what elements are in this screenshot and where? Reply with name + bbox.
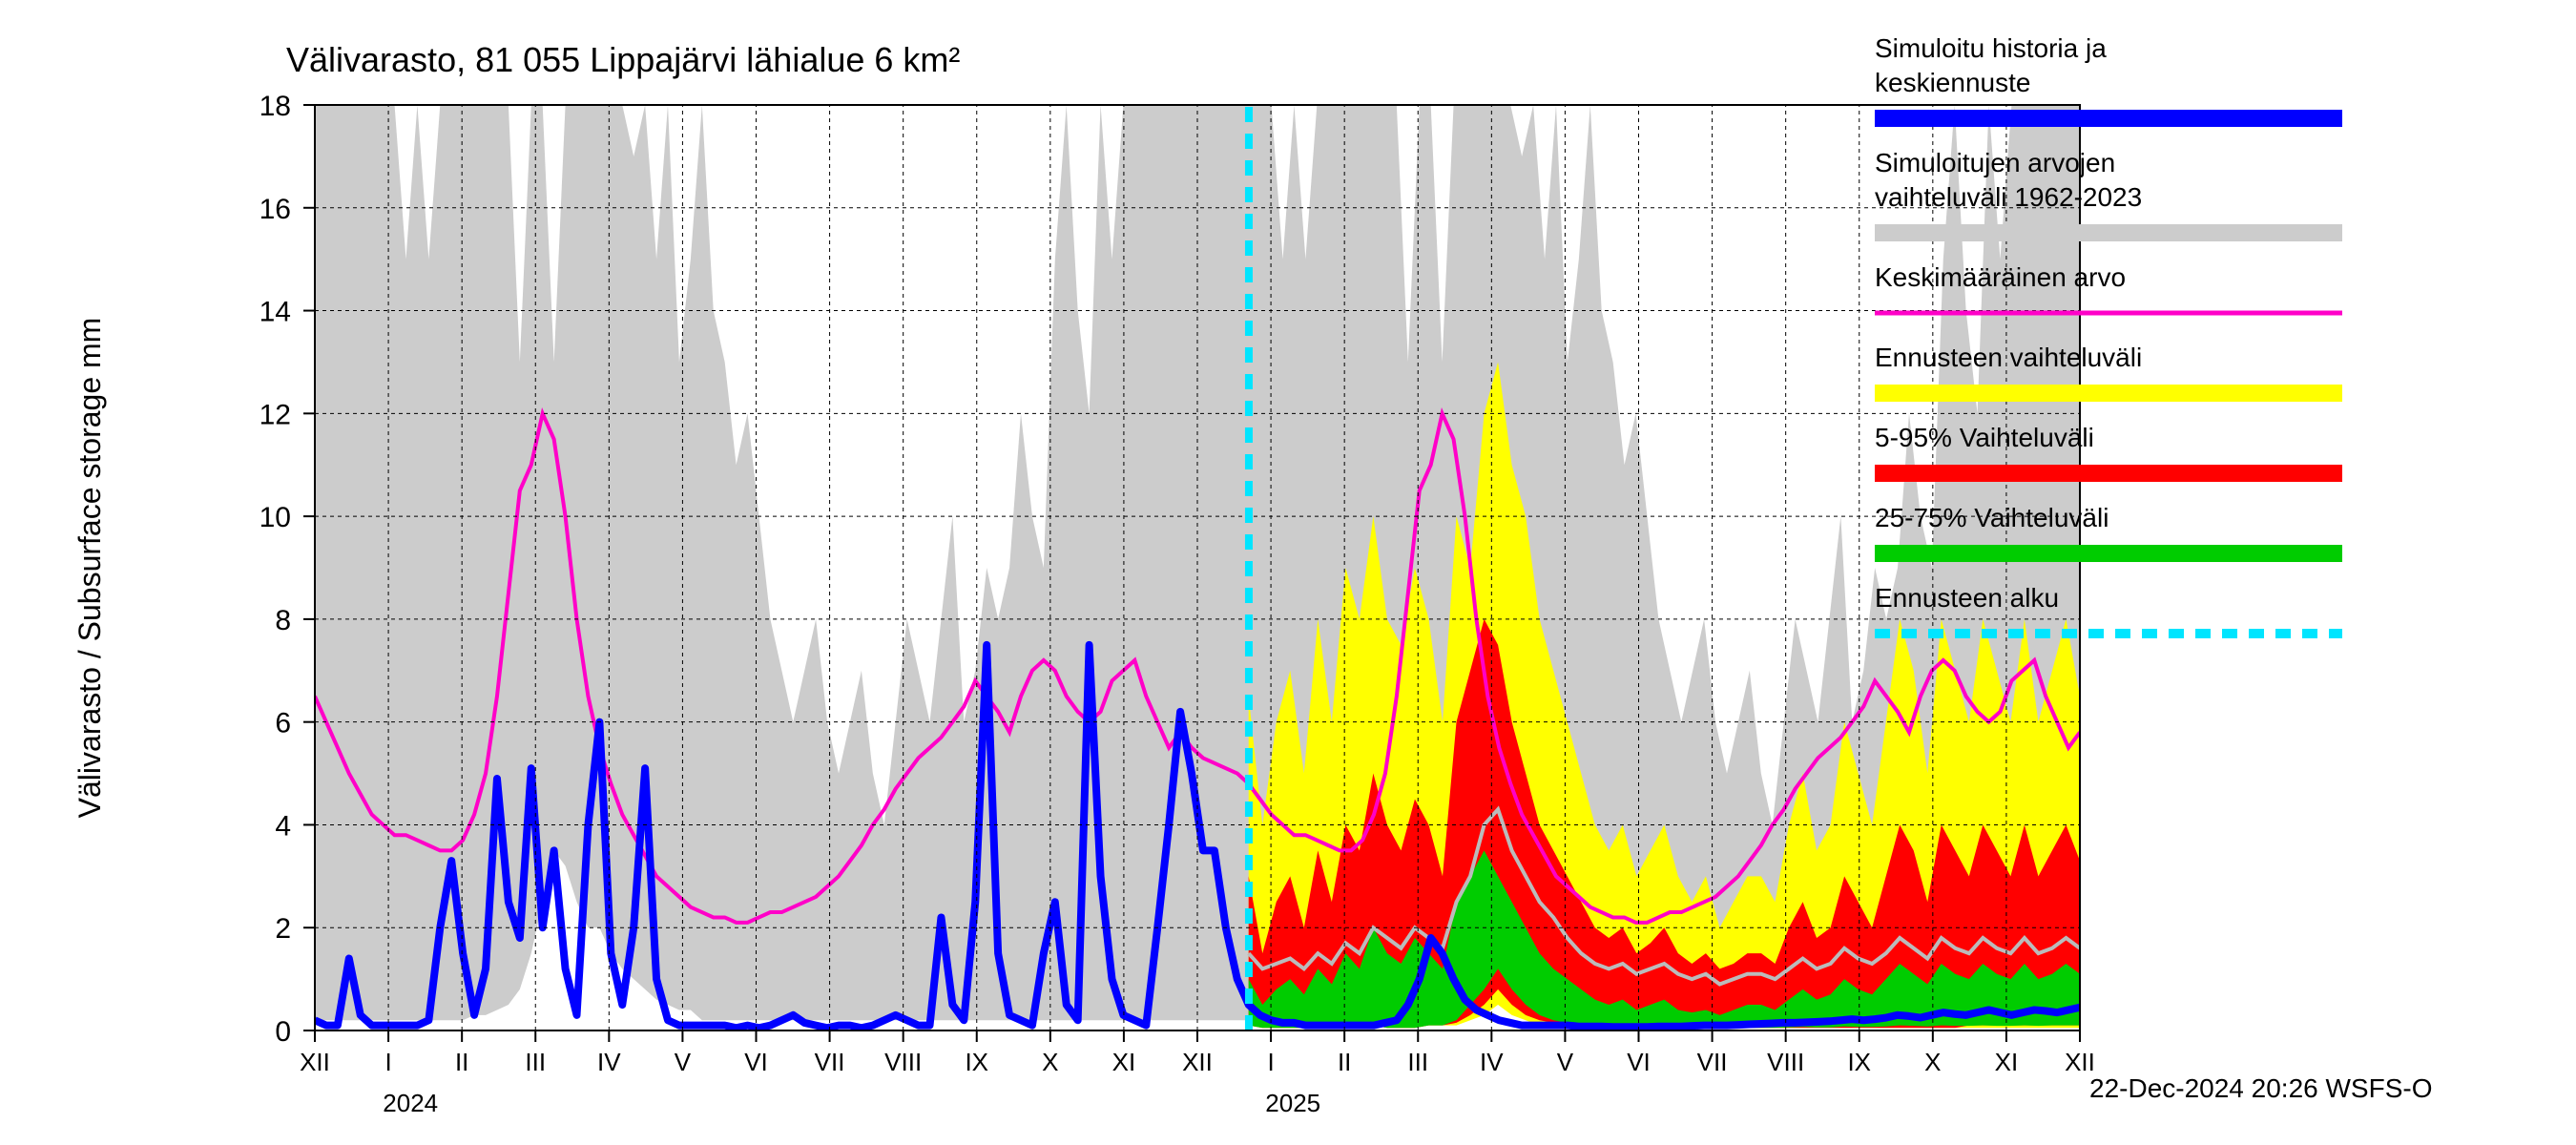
year-label: 2025: [1265, 1089, 1320, 1117]
ytick-label: 8: [275, 605, 291, 636]
chart-title: Välivarasto, 81 055 Lippajärvi lähialue …: [286, 40, 960, 79]
legend-label: 25-75% Vaihteluväli: [1875, 503, 2109, 532]
xtick-label: VI: [1627, 1048, 1651, 1076]
legend-label: Ennusteen vaihteluväli: [1875, 343, 2142, 372]
xtick-label: III: [1407, 1048, 1428, 1076]
xtick-label: XI: [1995, 1048, 2019, 1076]
xtick-label: V: [1557, 1048, 1574, 1076]
footer-timestamp: 22-Dec-2024 20:26 WSFS-O: [2089, 1073, 2433, 1103]
ytick-label: 16: [260, 194, 291, 225]
xtick-label: VII: [815, 1048, 845, 1076]
xtick-label: X: [1042, 1048, 1058, 1076]
legend-label: vaihteluväli 1962-2023: [1875, 182, 2142, 212]
xtick-label: II: [1338, 1048, 1351, 1076]
ytick-label: 14: [260, 297, 291, 328]
xtick-label: VIII: [1767, 1048, 1804, 1076]
xtick-label: IV: [1480, 1048, 1504, 1076]
xtick-label: X: [1924, 1048, 1941, 1076]
xtick-label: VII: [1697, 1048, 1728, 1076]
legend-label: Simuloitujen arvojen: [1875, 148, 2115, 177]
legend-label: keskiennuste: [1875, 68, 2030, 97]
xtick-label: I: [384, 1048, 391, 1076]
legend-label: 5-95% Vaihteluväli: [1875, 423, 2094, 452]
y-axis-label: Välivarasto / Subsurface storage mm: [73, 318, 107, 819]
xtick-label: III: [525, 1048, 546, 1076]
xtick-label: XII: [300, 1048, 330, 1076]
xtick-label: II: [455, 1048, 468, 1076]
year-label: 2024: [383, 1089, 438, 1117]
xtick-label: XII: [1182, 1048, 1213, 1076]
xtick-label: I: [1267, 1048, 1274, 1076]
ytick-label: 0: [275, 1016, 291, 1048]
ytick-label: 6: [275, 708, 291, 739]
ytick-label: 4: [275, 810, 291, 842]
xtick-label: XI: [1112, 1048, 1136, 1076]
xtick-label: XII: [2065, 1048, 2095, 1076]
xtick-label: IV: [597, 1048, 621, 1076]
xtick-label: VIII: [884, 1048, 922, 1076]
ytick-label: 2: [275, 913, 291, 945]
legend-label: Simuloitu historia ja: [1875, 33, 2107, 63]
legend-label: Ennusteen alku: [1875, 583, 2059, 613]
legend-label: Keskimääräinen arvo: [1875, 262, 2126, 292]
ytick-label: 12: [260, 399, 291, 430]
xtick-label: IX: [965, 1048, 988, 1076]
xtick-label: VI: [744, 1048, 768, 1076]
chart-container: 024681012141618XIIIIIIIIIVVVIVIIVIIIIXXX…: [0, 0, 2576, 1145]
xtick-label: IX: [1847, 1048, 1871, 1076]
ytick-label: 18: [260, 91, 291, 122]
xtick-label: V: [675, 1048, 692, 1076]
chart-svg: 024681012141618XIIIIIIIIIVVVIVIIVIIIIXXX…: [0, 0, 2576, 1145]
ytick-label: 10: [260, 502, 291, 533]
